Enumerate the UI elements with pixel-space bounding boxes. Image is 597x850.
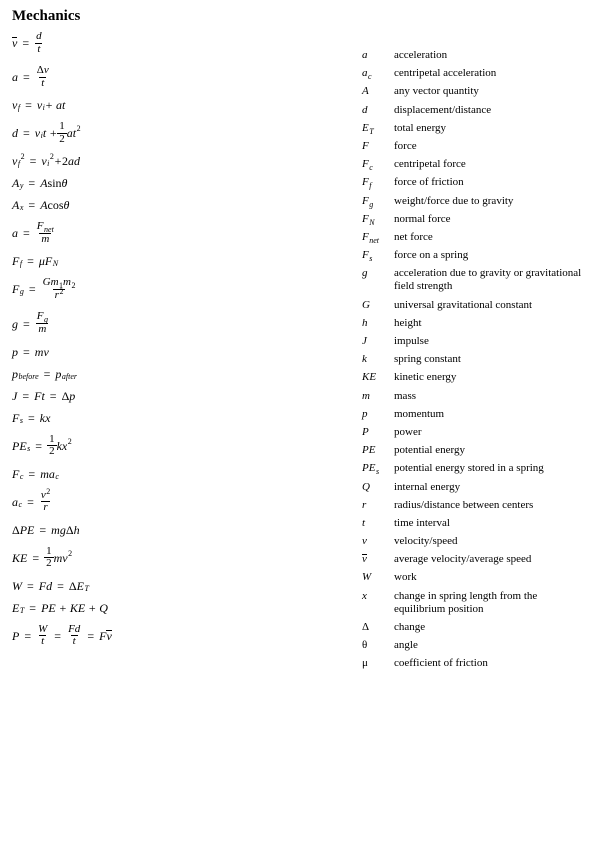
definition-row: ttime interval	[362, 517, 585, 530]
definition-row: Guniversal gravitational constant	[362, 299, 585, 312]
definition-row: Wwork	[362, 571, 585, 584]
formula-row: ET= PE + KE + Q	[12, 602, 342, 614]
definitions-column: aacceleration accentripetal acceleration…	[362, 31, 585, 841]
formula-row: ΔPE= mgΔh	[12, 524, 342, 536]
definition-row: Ppower	[362, 426, 585, 439]
definition-row: Δchange	[362, 621, 585, 634]
definition-row: xchange in spring length from the equili…	[362, 590, 585, 616]
definition-row: accentripetal acceleration	[362, 67, 585, 80]
definition-row: μcoefficient of friction	[362, 657, 585, 670]
definition-row: vvelocity/speed	[362, 535, 585, 548]
definition-row: vaverage velocity/average speed	[362, 553, 585, 566]
page-title: Mechanics	[12, 8, 585, 25]
definition-row: rradius/distance between centers	[362, 499, 585, 512]
definition-row: aacceleration	[362, 49, 585, 62]
definition-row: KEkinetic energy	[362, 371, 585, 384]
formula-row: Ax= A cos θ	[12, 199, 342, 211]
formula-row: ac= v2r	[12, 490, 342, 514]
definition-row: Fforce	[362, 140, 585, 153]
definition-row: Fnetnet force	[362, 231, 585, 244]
formula-row: g= Fgm	[12, 311, 342, 335]
formula-row: J= Ft = Δp	[12, 390, 342, 402]
formula-row: Ay= A sin θ	[12, 177, 342, 189]
definition-row: PEspotential energy stored in a spring	[362, 462, 585, 475]
definition-row: Fccentripetal force	[362, 158, 585, 171]
formula-row: Fg= Gm1m2r2	[12, 277, 342, 301]
formula-row: PEs= 12 kx2	[12, 434, 342, 458]
content-columns: v= dt a= Δvt vf= vi + at d= vit + 12 at2…	[12, 31, 585, 841]
definition-row: PEpotential energy	[362, 444, 585, 457]
formula-row: Fc= mac	[12, 468, 342, 480]
formula-row: v= dt	[12, 31, 342, 55]
formula-row: pbefore= pafter	[12, 368, 342, 380]
definition-row: mmass	[362, 390, 585, 403]
formula-row: Ff= μFN	[12, 255, 342, 267]
definition-row: kspring constant	[362, 353, 585, 366]
definition-row: ddisplacement/distance	[362, 104, 585, 117]
formula-row: P= Wt = Fdt = Fv	[12, 624, 342, 648]
definition-row: Aany vector quantity	[362, 85, 585, 98]
definition-row: pmomentum	[362, 408, 585, 421]
formulas-column: v= dt a= Δvt vf= vi + at d= vit + 12 at2…	[12, 31, 342, 841]
definition-row: Jimpulse	[362, 335, 585, 348]
formula-row: d= vit + 12 at2	[12, 121, 342, 145]
definition-row: Fsforce on a spring	[362, 249, 585, 262]
formula-row: W= Fd = ΔET	[12, 580, 342, 592]
formula-row: vf= vi + at	[12, 99, 342, 111]
formula-row: p= mv	[12, 346, 342, 358]
formula-row: KE= 12 mv2	[12, 546, 342, 570]
formula-row: a= Δvt	[12, 65, 342, 89]
formula-row: Fs= kx	[12, 412, 342, 424]
definition-row: Fgweight/force due to gravity	[362, 195, 585, 208]
formula-row: a= Fnetm	[12, 221, 342, 245]
formula-row: vf2= vi2 + 2ad	[12, 155, 342, 167]
definition-row: hheight	[362, 317, 585, 330]
definition-row: Ffforce of friction	[362, 176, 585, 189]
definition-row: Qinternal energy	[362, 481, 585, 494]
definition-row: FNnormal force	[362, 213, 585, 226]
definition-row: θangle	[362, 639, 585, 652]
definition-row: ETtotal energy	[362, 122, 585, 135]
definition-row: gacceleration due to gravity or gravitat…	[362, 267, 585, 293]
